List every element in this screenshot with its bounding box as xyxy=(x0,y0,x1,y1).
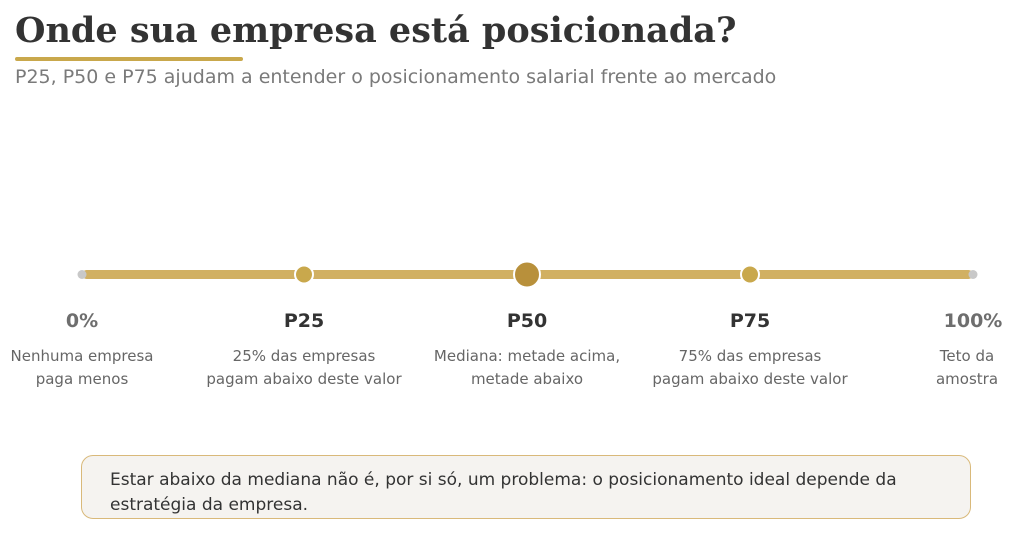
stop-desc-p50: Mediana: metade acima, metade abaixo xyxy=(412,345,642,391)
stop-desc-line: pagam abaixo deste valor xyxy=(652,370,848,388)
page-title: Onde sua empresa está posicionada? xyxy=(15,10,737,51)
page-subtitle: P25, P50 e P75 ajudam a entender o posic… xyxy=(15,66,777,88)
stop-desc-line: Nenhuma empresa xyxy=(10,347,154,365)
percentile-scale xyxy=(77,260,978,289)
marker-p25 xyxy=(294,264,314,285)
stop-desc-line: Mediana: metade acima, xyxy=(433,347,621,365)
note-box: Estar abaixo da mediana não é, por si só… xyxy=(81,455,971,519)
stop-desc-p25: 25% das empresas pagam abaixo deste valo… xyxy=(189,345,419,391)
title-underline xyxy=(15,57,243,61)
note-text: Estar abaixo da mediana não é, por si só… xyxy=(110,470,897,515)
stop-label-0-percent: 0% xyxy=(65,310,99,332)
marker-p50 xyxy=(513,260,541,289)
stop-label-p75: P75 xyxy=(729,310,771,332)
marker-0-percent xyxy=(77,270,87,279)
stop-desc-100-percent: Teto da amostra xyxy=(912,345,1022,391)
stop-desc-0-percent: Nenhuma empresa paga menos xyxy=(0,345,197,391)
stop-desc-line: amostra xyxy=(935,370,999,388)
stop-desc-line: pagam abaixo deste valor xyxy=(206,370,402,388)
stop-desc-line: paga menos xyxy=(35,370,129,388)
stop-desc-line: metade abaixo xyxy=(470,370,584,388)
stop-desc-line: 25% das empresas xyxy=(232,347,376,365)
marker-100-percent xyxy=(968,270,978,279)
stop-label-100-percent: 100% xyxy=(943,310,1003,332)
stop-desc-line: Teto da xyxy=(939,347,995,365)
stop-label-p25: P25 xyxy=(283,310,325,332)
marker-p75 xyxy=(740,264,760,285)
stop-desc-p75: 75% das empresas pagam abaixo deste valo… xyxy=(635,345,865,391)
stop-desc-line: 75% das empresas xyxy=(678,347,822,365)
stop-label-p50: P50 xyxy=(506,310,548,332)
